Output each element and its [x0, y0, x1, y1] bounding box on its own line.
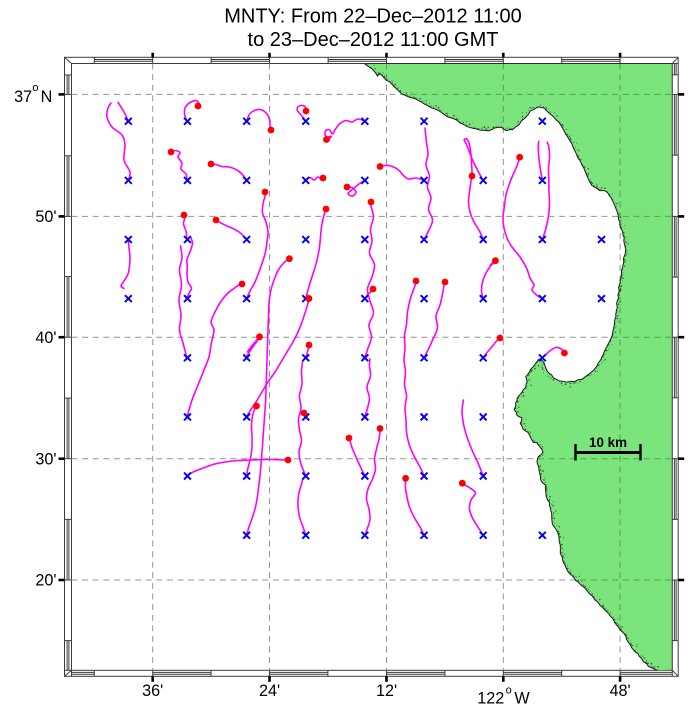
- svg-text:30': 30': [35, 450, 56, 468]
- svg-text:o: o: [32, 82, 38, 94]
- svg-text:10 km: 10 km: [589, 435, 627, 450]
- svg-text:W: W: [514, 690, 530, 708]
- svg-text:MNTY: From 22–Dec–2012 11:00: MNTY: From 22–Dec–2012 11:00: [224, 6, 522, 28]
- svg-text:48': 48': [610, 682, 631, 700]
- svg-text:37: 37: [14, 88, 32, 106]
- svg-text:o: o: [506, 685, 512, 697]
- svg-text:N: N: [41, 88, 53, 106]
- svg-text:40': 40': [35, 329, 56, 347]
- svg-text:20': 20': [35, 572, 56, 590]
- svg-text:36': 36': [142, 682, 163, 700]
- svg-text:50': 50': [35, 208, 56, 226]
- svg-text:122: 122: [477, 690, 504, 708]
- svg-text:12': 12': [376, 682, 397, 700]
- svg-text:24': 24': [259, 682, 280, 700]
- svg-text:to 23–Dec–2012 11:00 GMT: to 23–Dec–2012 11:00 GMT: [248, 29, 499, 51]
